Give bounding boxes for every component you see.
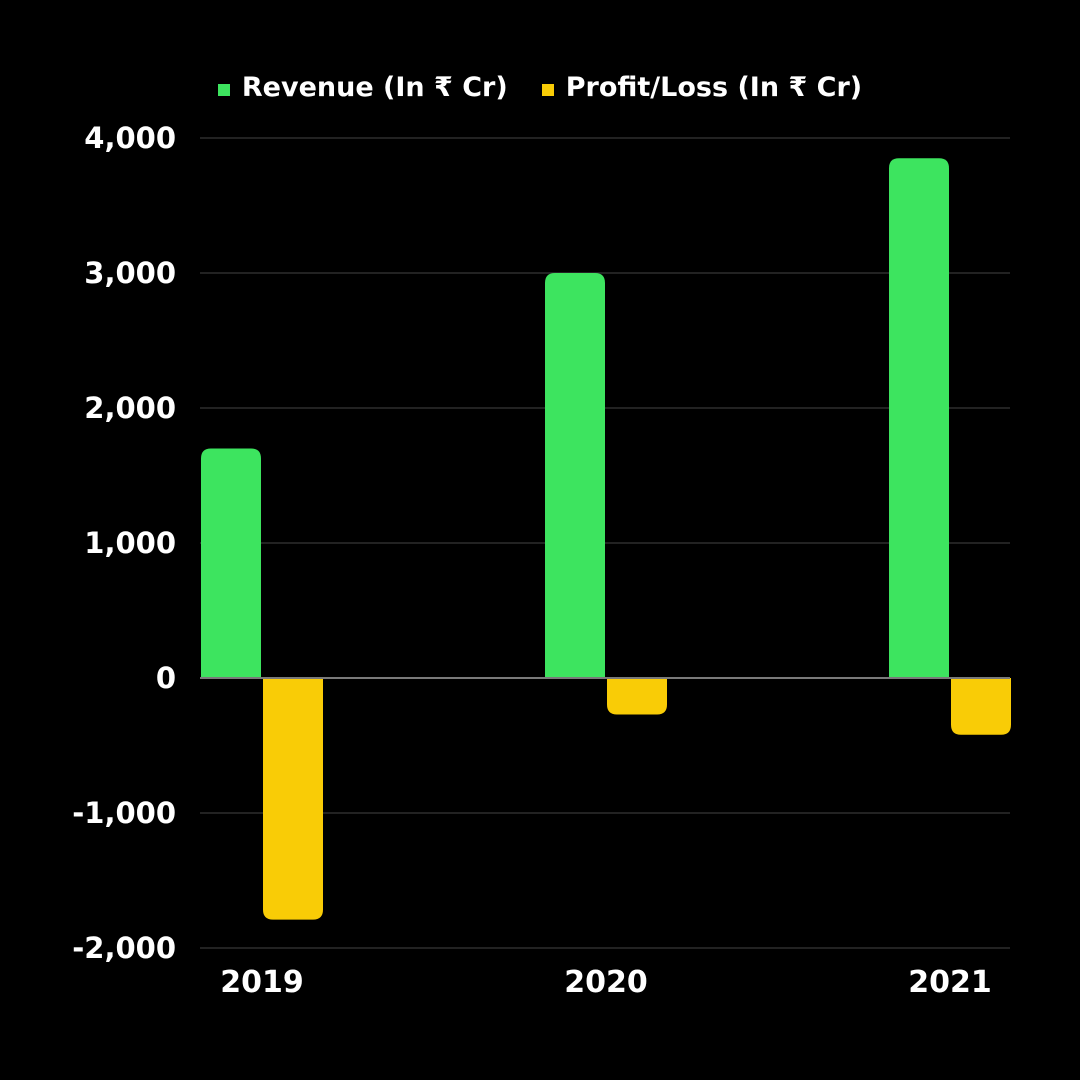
bar-profit-loss-2020 xyxy=(607,678,667,715)
bar-revenue-2021 xyxy=(889,158,949,678)
y-tick-label: -2,000 xyxy=(72,931,176,965)
x-tick-label: 2019 xyxy=(220,965,304,1000)
bar-profit-loss-2019 xyxy=(263,678,323,920)
bar-revenue-2019 xyxy=(201,448,261,678)
y-tick-label: 2,000 xyxy=(84,391,176,425)
legend-item-revenue: Revenue (In ₹ Cr) xyxy=(217,72,508,103)
y-tick-label: 0 xyxy=(156,661,176,695)
legend-label-profit-loss: Profit/Loss (In ₹ Cr) xyxy=(565,72,863,103)
legend-label-revenue: Revenue (In ₹ Cr) xyxy=(241,72,508,103)
bar-profit-loss-2021 xyxy=(951,678,1011,735)
x-tick-label: 2020 xyxy=(564,965,648,1000)
bars xyxy=(201,158,1011,920)
legend-swatch-revenue xyxy=(217,83,230,96)
chart-legend: Revenue (In ₹ Cr) Profit/Loss (In ₹ Cr) xyxy=(0,72,1080,103)
y-tick-label: 4,000 xyxy=(84,121,176,155)
y-tick-label: 3,000 xyxy=(84,256,176,290)
legend-swatch-profit-loss xyxy=(541,83,554,96)
legend-item-profit-loss: Profit/Loss (In ₹ Cr) xyxy=(541,72,863,103)
x-axis-ticks: 2019 2020 2021 xyxy=(220,965,992,1000)
y-tick-label: 1,000 xyxy=(84,526,176,560)
bar-revenue-2020 xyxy=(545,273,605,678)
y-axis-ticks: 4,000 3,000 2,000 1,000 0 -1,000 -2,000 xyxy=(72,121,176,965)
x-tick-label: 2021 xyxy=(908,965,992,1000)
y-tick-label: -1,000 xyxy=(72,796,176,830)
